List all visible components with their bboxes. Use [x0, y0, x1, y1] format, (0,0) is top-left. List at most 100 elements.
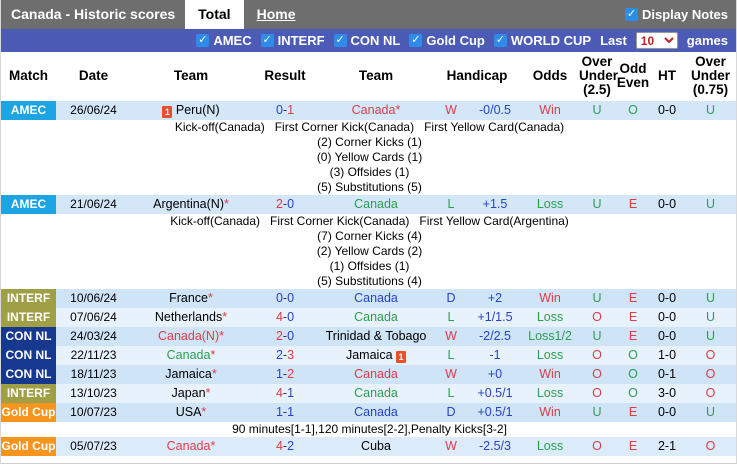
handicap-value: +0.5/1	[477, 405, 513, 419]
match-note-row: (2) Corner Kicks (1)	[1, 135, 736, 150]
checkbox-icon[interactable]: ✓	[333, 34, 347, 47]
match-note-row: Kick-off(Canada) First Corner Kick(Canad…	[1, 120, 736, 135]
match-note: (2) Yellow Cards (2)	[1, 244, 736, 259]
competition-badge: CON NL	[1, 365, 56, 384]
score-dash: -	[282, 386, 288, 400]
handicap-value: +0.5/1	[477, 386, 513, 400]
over-under-075: O	[705, 348, 716, 362]
competition-badge: INTERF	[1, 289, 56, 308]
match-note: Kick-off(Canada) First Corner Kick(Canad…	[1, 214, 736, 229]
wld-result: D	[446, 291, 456, 305]
home-score: 1	[275, 405, 283, 419]
red-card-icon: 1	[396, 351, 407, 363]
team-name: Japan	[171, 386, 206, 400]
match-note-row: (0) Yellow Cards (1)	[1, 150, 736, 165]
header-handicap: Handicap	[433, 52, 522, 101]
team-name: Cuba	[361, 439, 391, 453]
match-row: CON NL 24/03/24 Canada(N)* 2-0 Trinidad & To…	[1, 327, 736, 346]
team-name: Peru(N)	[175, 103, 220, 117]
match-note: (7) Corner Kicks (4)	[1, 229, 736, 244]
filter-amec: ✓ AMEC	[196, 33, 252, 48]
away-team: Canada	[319, 384, 433, 403]
odd-even: O	[628, 103, 638, 117]
odds-result: Loss	[536, 439, 564, 453]
odds-result: Win	[539, 103, 561, 117]
odd-even: E	[628, 291, 638, 305]
home-team: Canada*	[131, 346, 251, 365]
header-over-under-0-75-: Over Under (0.75)	[683, 52, 736, 101]
ht-score: 3-0	[657, 386, 677, 400]
over-under-075: U	[706, 197, 716, 211]
ht-score: 0-0	[657, 329, 677, 343]
competition-badge: Gold Cup	[1, 437, 56, 456]
over-under-25: U	[592, 291, 602, 305]
match-row: INTERF 07/06/24 Netherlands* 4-0 Canada L +1/1…	[1, 308, 736, 327]
competition-badge: CON NL	[1, 327, 56, 346]
games-count-select[interactable]: 10	[635, 32, 678, 49]
over-under-25: U	[592, 405, 602, 419]
team-star: *	[205, 386, 211, 400]
match-row: CON NL 22/11/23 Canada* 2-3 Jamaica 1 L -1 Loss…	[1, 346, 736, 365]
over-under-25: U	[592, 197, 602, 211]
checkbox-icon[interactable]: ✓	[409, 34, 423, 47]
match-result: 4-1	[251, 384, 319, 403]
handicap-value: -2/2.5	[479, 329, 511, 343]
checkbox-icon[interactable]: ✓	[493, 34, 507, 47]
away-score: 2	[287, 367, 295, 381]
checkbox-icon[interactable]: ✓	[260, 34, 274, 47]
odd-even: E	[628, 197, 638, 211]
home-team: USA*	[131, 403, 251, 422]
over-under-25: O	[592, 310, 602, 324]
header-match: Match	[1, 52, 56, 101]
odds-result: Loss	[536, 310, 564, 324]
team-name: Trinidad & Tobago	[325, 329, 427, 343]
header-date: Date	[56, 52, 131, 101]
wld-result: W	[445, 439, 457, 453]
tab-home[interactable]: Home	[256, 6, 296, 22]
away-score: 0	[287, 310, 295, 324]
over-under-25: O	[592, 348, 602, 362]
wld-result: D	[446, 405, 456, 419]
checkbox-icon[interactable]: ✓	[196, 34, 210, 47]
team-star: *	[208, 291, 213, 305]
display-notes-checkbox-icon[interactable]: ✓	[625, 8, 639, 21]
over-under-25: O	[592, 439, 602, 453]
match-date: 18/11/23	[70, 367, 117, 381]
handicap-value: +0	[487, 367, 503, 381]
odds-result: Win	[539, 367, 561, 381]
odd-even: E	[628, 329, 638, 343]
team-name: Canada	[354, 386, 398, 400]
match-note-row: (7) Corner Kicks (4)	[1, 229, 736, 244]
wld-result: L	[447, 310, 455, 324]
filter-con-nl: ✓ CON NL	[333, 33, 400, 48]
match-note-row: (2) Yellow Cards (2)	[1, 244, 736, 259]
games-label: games	[686, 33, 728, 48]
match-date: 13/10/23	[70, 386, 117, 400]
red-card-icon: 1	[162, 106, 173, 118]
over-under-075: U	[706, 291, 716, 305]
team-name: Canada	[351, 103, 396, 117]
away-team: Cuba	[319, 437, 433, 456]
match-note: (2) Corner Kicks (1)	[1, 135, 736, 150]
header-odd-even: Odd Even	[615, 52, 652, 101]
match-date: 22/11/23	[70, 348, 117, 362]
competition-badge: Gold Cup	[1, 403, 56, 422]
odd-even: O	[628, 386, 638, 400]
match-date: 24/03/24	[70, 329, 117, 343]
team-star: *	[222, 310, 228, 324]
home-score: 2	[275, 197, 283, 211]
ht-score: 2-1	[657, 439, 677, 453]
tab-total[interactable]: Total	[185, 0, 244, 29]
match-result: 2-0	[251, 327, 319, 346]
handicap-value: -1	[489, 348, 501, 362]
ht-score: 0-0	[657, 405, 677, 419]
display-notes-control: ✓ Display Notes	[625, 0, 736, 29]
competition-filters: ✓ AMEC ✓ INTERF ✓ CON NL ✓ Gold Cup ✓ WORLD CUP	[196, 33, 591, 48]
score-dash: -	[282, 405, 288, 419]
handicap-value: +1/1.5	[477, 310, 513, 324]
home-score: 0	[275, 103, 283, 117]
handicap-value: +1.5	[482, 197, 508, 211]
away-score: 1	[287, 386, 295, 400]
match-date: 26/06/24	[70, 103, 117, 117]
